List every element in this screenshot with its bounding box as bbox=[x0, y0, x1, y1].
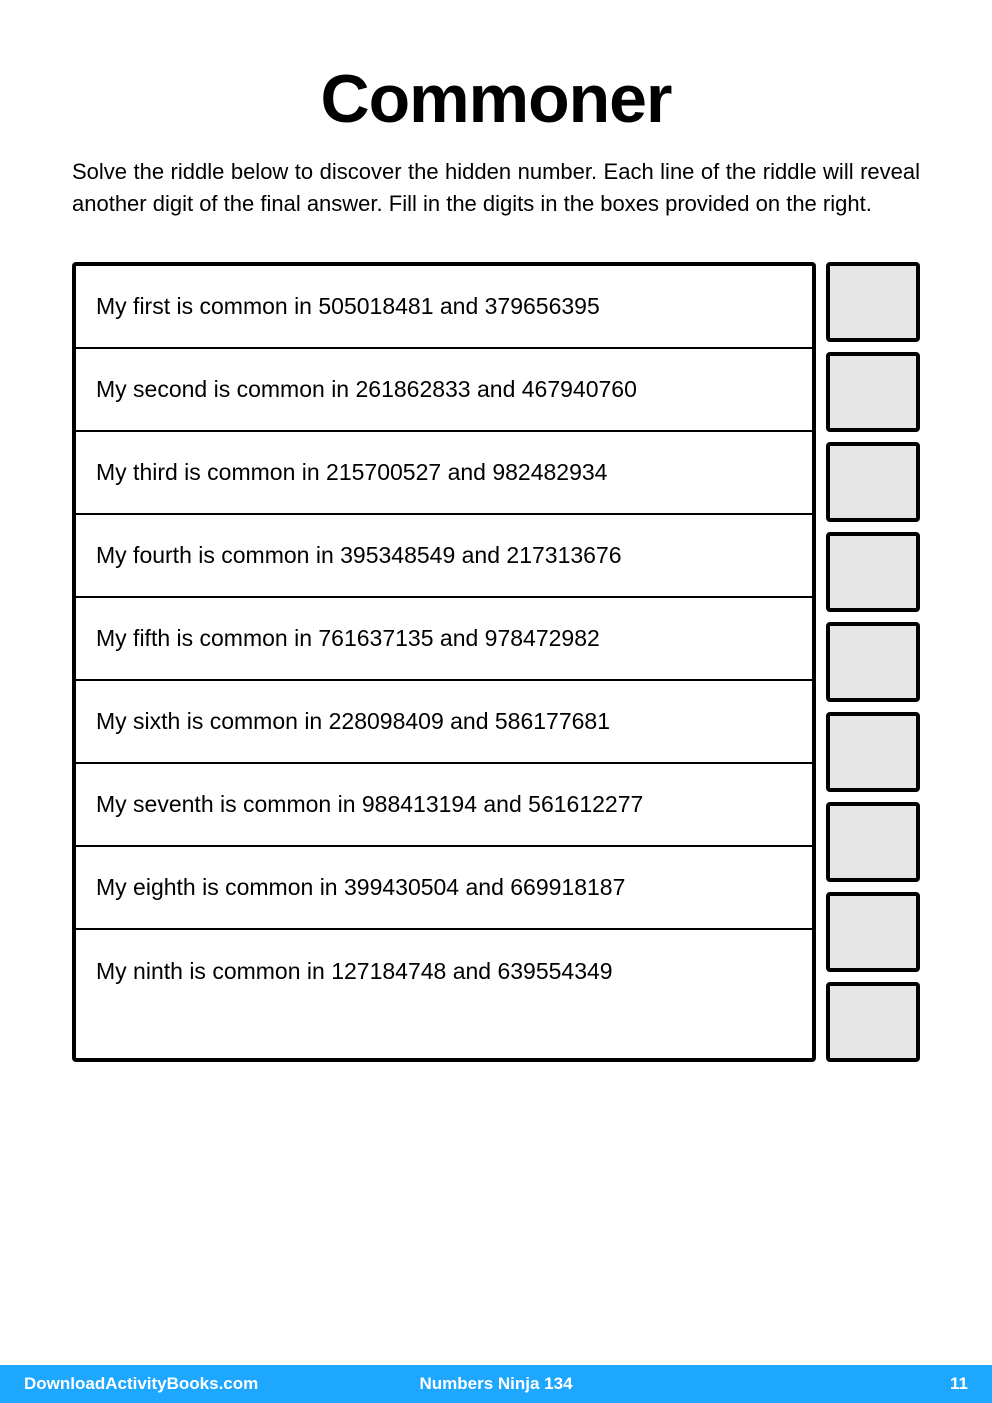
answer-box[interactable] bbox=[826, 352, 920, 432]
instructions-text: Solve the riddle below to discover the h… bbox=[72, 156, 920, 220]
clue-row: My fourth is common in 395348549 and 217… bbox=[76, 515, 812, 598]
page-title: Commoner bbox=[72, 60, 920, 138]
answer-box[interactable] bbox=[826, 982, 920, 1062]
clue-row: My seventh is common in 988413194 and 56… bbox=[76, 764, 812, 847]
clue-row: My fifth is common in 761637135 and 9784… bbox=[76, 598, 812, 681]
clue-row: My third is common in 215700527 and 9824… bbox=[76, 432, 812, 515]
puzzle-container: My first is common in 505018481 and 3796… bbox=[72, 262, 920, 1062]
clue-row: My eighth is common in 399430504 and 669… bbox=[76, 847, 812, 930]
answer-box[interactable] bbox=[826, 442, 920, 522]
answer-box[interactable] bbox=[826, 262, 920, 342]
answer-box[interactable] bbox=[826, 712, 920, 792]
clue-row: My first is common in 505018481 and 3796… bbox=[76, 266, 812, 349]
page-footer: DownloadActivityBooks.com Numbers Ninja … bbox=[0, 1365, 992, 1403]
worksheet-page: Commoner Solve the riddle below to disco… bbox=[0, 0, 992, 1062]
answer-box[interactable] bbox=[826, 532, 920, 612]
clue-row: My ninth is common in 127184748 and 6395… bbox=[76, 930, 812, 1013]
footer-title: Numbers Ninja 134 bbox=[0, 1374, 992, 1394]
clue-row: My second is common in 261862833 and 467… bbox=[76, 349, 812, 432]
answer-column bbox=[826, 262, 920, 1062]
answer-box[interactable] bbox=[826, 622, 920, 702]
clues-panel: My first is common in 505018481 and 3796… bbox=[72, 262, 816, 1062]
answer-box[interactable] bbox=[826, 892, 920, 972]
clue-row: My sixth is common in 228098409 and 5861… bbox=[76, 681, 812, 764]
answer-box[interactable] bbox=[826, 802, 920, 882]
